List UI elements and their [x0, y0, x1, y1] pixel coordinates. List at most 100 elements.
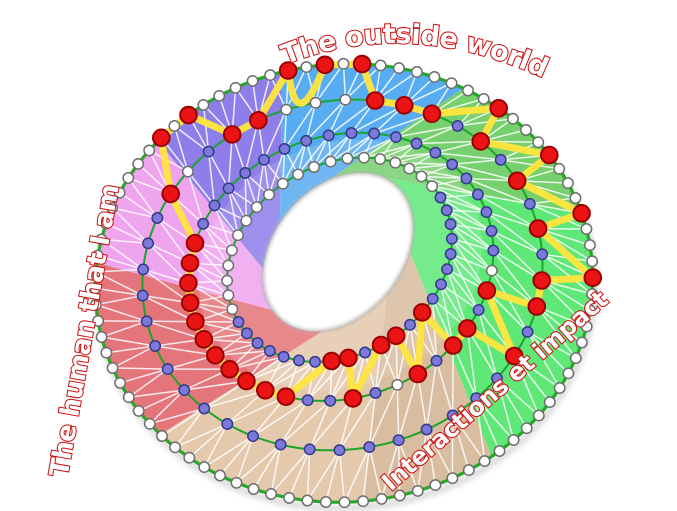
white-node[interactable]: [263, 188, 275, 201]
white-node[interactable]: [583, 239, 596, 252]
purple-node[interactable]: [301, 394, 314, 407]
red-node[interactable]: [206, 346, 225, 365]
purple-node[interactable]: [480, 206, 493, 219]
white-node[interactable]: [95, 331, 108, 343]
red-node[interactable]: [179, 273, 198, 293]
purple-node[interactable]: [435, 278, 447, 291]
red-node[interactable]: [540, 145, 559, 165]
red-node[interactable]: [443, 336, 463, 355]
purple-node[interactable]: [487, 244, 500, 257]
white-node[interactable]: [339, 93, 352, 106]
white-node[interactable]: [229, 81, 242, 94]
white-node[interactable]: [91, 249, 104, 262]
white-node[interactable]: [250, 201, 263, 214]
white-node[interactable]: [426, 180, 439, 193]
white-node[interactable]: [156, 430, 168, 442]
purple-node[interactable]: [410, 137, 423, 150]
purple-node[interactable]: [445, 232, 458, 245]
white-node[interactable]: [462, 84, 474, 97]
white-node[interactable]: [276, 177, 289, 190]
red-node[interactable]: [458, 319, 477, 338]
white-node[interactable]: [575, 336, 588, 349]
white-node[interactable]: [100, 217, 113, 230]
purple-node[interactable]: [444, 248, 457, 260]
purple-node[interactable]: [440, 204, 453, 217]
red-node[interactable]: [339, 348, 358, 368]
white-node[interactable]: [106, 201, 119, 214]
red-node[interactable]: [278, 61, 298, 80]
white-node[interactable]: [403, 162, 416, 175]
white-node[interactable]: [122, 172, 135, 184]
white-node[interactable]: [357, 495, 370, 508]
white-node[interactable]: [197, 98, 210, 111]
red-node[interactable]: [220, 360, 239, 379]
white-node[interactable]: [214, 469, 226, 482]
purple-node[interactable]: [444, 218, 457, 231]
red-node[interactable]: [371, 335, 391, 355]
white-node[interactable]: [493, 445, 506, 457]
purple-node[interactable]: [536, 248, 549, 261]
purple-node[interactable]: [521, 325, 534, 338]
red-node[interactable]: [532, 271, 552, 290]
white-node[interactable]: [506, 112, 519, 125]
sector-green-light[interactable]: [382, 177, 593, 457]
white-node[interactable]: [393, 489, 406, 502]
white-node[interactable]: [374, 153, 387, 166]
white-node[interactable]: [562, 367, 575, 380]
white-node[interactable]: [283, 491, 296, 504]
purple-node[interactable]: [300, 134, 313, 147]
white-node[interactable]: [375, 492, 388, 505]
purple-node[interactable]: [429, 146, 442, 159]
white-node[interactable]: [520, 422, 533, 435]
white-node[interactable]: [213, 89, 226, 102]
purple-node[interactable]: [232, 316, 245, 328]
purple-node[interactable]: [404, 318, 416, 331]
white-node[interactable]: [392, 62, 405, 75]
red-node[interactable]: [343, 389, 363, 408]
purple-node[interactable]: [389, 131, 402, 144]
white-node[interactable]: [168, 120, 181, 132]
purple-node[interactable]: [197, 217, 210, 230]
white-node[interactable]: [292, 168, 304, 181]
red-node[interactable]: [152, 128, 171, 148]
red-node[interactable]: [161, 184, 180, 204]
purple-node[interactable]: [274, 438, 287, 451]
red-node[interactable]: [352, 54, 372, 74]
white-node[interactable]: [265, 488, 278, 500]
red-node[interactable]: [572, 204, 591, 223]
white-node[interactable]: [232, 229, 244, 242]
purple-node[interactable]: [309, 355, 321, 368]
purple-node[interactable]: [446, 158, 459, 171]
white-node[interactable]: [301, 494, 314, 507]
white-node[interactable]: [230, 476, 243, 489]
white-node[interactable]: [308, 161, 320, 173]
white-node[interactable]: [553, 382, 566, 394]
red-node[interactable]: [256, 381, 275, 400]
red-node[interactable]: [237, 371, 256, 391]
white-node[interactable]: [586, 255, 599, 268]
white-node[interactable]: [226, 303, 239, 316]
white-node[interactable]: [92, 314, 105, 327]
purple-node[interactable]: [363, 441, 376, 454]
white-node[interactable]: [280, 103, 293, 116]
purple-node[interactable]: [345, 127, 358, 139]
white-node[interactable]: [428, 71, 441, 83]
white-node[interactable]: [240, 214, 253, 227]
purple-node[interactable]: [392, 434, 405, 447]
white-node[interactable]: [89, 282, 102, 295]
red-node[interactable]: [528, 219, 548, 238]
purple-node[interactable]: [251, 337, 264, 350]
white-node[interactable]: [338, 496, 351, 509]
white-node[interactable]: [569, 352, 582, 365]
purple-node[interactable]: [426, 292, 439, 305]
white-node[interactable]: [520, 124, 532, 136]
purple-node[interactable]: [136, 289, 149, 302]
white-node[interactable]: [324, 155, 337, 168]
purple-node[interactable]: [446, 409, 459, 422]
red-node[interactable]: [222, 125, 242, 144]
white-node[interactable]: [462, 464, 475, 477]
purple-node[interactable]: [472, 304, 485, 316]
purple-node[interactable]: [434, 191, 447, 204]
white-node[interactable]: [113, 186, 126, 199]
white-node[interactable]: [222, 259, 235, 272]
